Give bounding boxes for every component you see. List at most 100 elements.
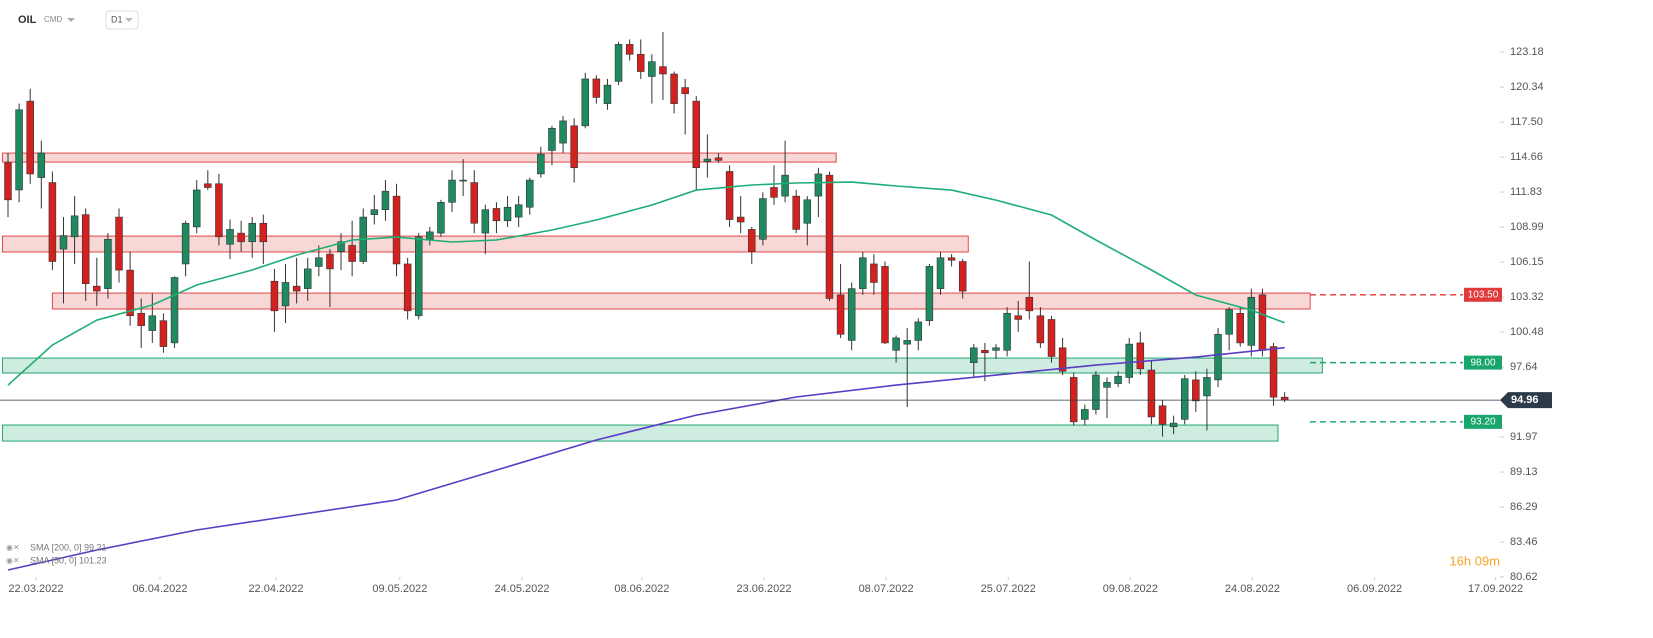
legend-icon: ◉✕ [6,543,20,552]
x-tick-label: 08.06.2022 [614,583,669,595]
zone [1,424,1279,442]
candle-body [270,280,279,312]
x-tick-label: 17.09.2022 [1468,583,1523,595]
candle-body [1158,405,1167,425]
candle-body [292,285,301,292]
candle-body [104,238,112,289]
candle-body [981,349,989,354]
interval-box[interactable] [105,10,139,30]
candle-body [1103,382,1111,388]
candle-body [1114,375,1122,384]
candle-body [159,320,168,347]
candle-body [426,231,434,240]
candle-body [814,173,823,197]
candle-body [370,209,379,215]
candle-body [126,269,134,317]
candle-body [492,208,501,222]
candle-body [93,285,101,292]
y-tick-label: 80.62 [1510,571,1538,583]
level-label: 98.00 [1470,357,1495,368]
candle-body [470,182,478,224]
candle-body [1125,343,1133,378]
candle-body [81,214,90,284]
countdown: 16h 09m [1449,553,1500,568]
zone [1,357,1323,374]
x-tick-label: 25.07.2022 [981,583,1036,595]
candle-body [881,266,889,344]
candle-body [659,66,667,75]
symbol: OIL [18,14,37,26]
candle-body [1003,312,1011,351]
dropdown-caret [125,18,133,22]
y-tick-label: 97.64 [1510,361,1538,373]
legend-entry: SMA [50, 0] 101.23 [30,555,107,565]
candle-body [514,204,523,218]
market[interactable]: CMD [44,15,62,24]
candle-body [703,158,712,162]
candle-body [1025,296,1034,312]
sma-line [7,346,1285,571]
sma-line [7,181,1285,386]
y-tick-label: 103.32 [1510,291,1544,303]
candle-body [570,125,578,169]
candle-body [215,183,223,238]
candle-body [414,236,423,317]
candle-body [15,109,23,191]
candle-body [1236,312,1244,344]
zone [1,152,837,163]
candle-body [859,257,867,289]
candle-body [958,261,967,292]
y-tick-label: 100.48 [1510,326,1544,338]
candle-body [1092,374,1100,410]
candle-body [381,190,390,210]
candle-body [1225,309,1233,335]
candle-body [4,162,12,201]
candle-body [348,245,356,262]
candle-body [226,229,234,245]
candle-body [725,171,734,220]
y-tick-label: 86.29 [1510,501,1538,513]
candle-body [537,153,545,175]
candle-body [792,195,800,230]
candle-body [1269,346,1278,398]
candle-body [714,157,723,161]
candle-body [448,179,456,203]
y-tick-label: 83.46 [1510,536,1538,548]
x-tick-label: 22.04.2022 [248,583,303,595]
candle-body [1214,333,1222,381]
candle-body [548,127,556,151]
candle-body [437,201,445,234]
candle-body [26,100,34,175]
dropdown-caret [67,18,75,22]
candle-body [459,179,467,182]
level-tag [1464,414,1502,429]
candle-body [903,340,911,345]
candle-body [614,44,623,82]
candle-body [770,187,778,198]
candle-body [648,61,656,77]
candle-body [736,216,745,223]
candle-body [48,182,57,262]
candle-body [559,120,567,144]
level-tag [1464,287,1502,302]
candle-body [1036,315,1045,344]
candle-body [681,87,689,95]
y-tick-label: 123.18 [1510,46,1544,58]
candle-body [1136,342,1145,370]
x-tick-label: 06.09.2022 [1347,583,1402,595]
candle-body [637,53,645,72]
candle-body [936,257,945,289]
x-tick-label: 08.07.2022 [859,583,914,595]
interval[interactable]: D1 [111,14,123,24]
candle-body [192,189,201,228]
candle-body [925,266,934,321]
candle-body [1047,319,1056,357]
legend-icon: ◉✕ [6,556,20,565]
candle-body [170,277,179,344]
legend-entry: SMA [200, 0] 99.21 [30,542,107,552]
candle-body [1258,294,1267,351]
level-label: 103.50 [1468,289,1499,300]
candle-body [70,215,79,238]
